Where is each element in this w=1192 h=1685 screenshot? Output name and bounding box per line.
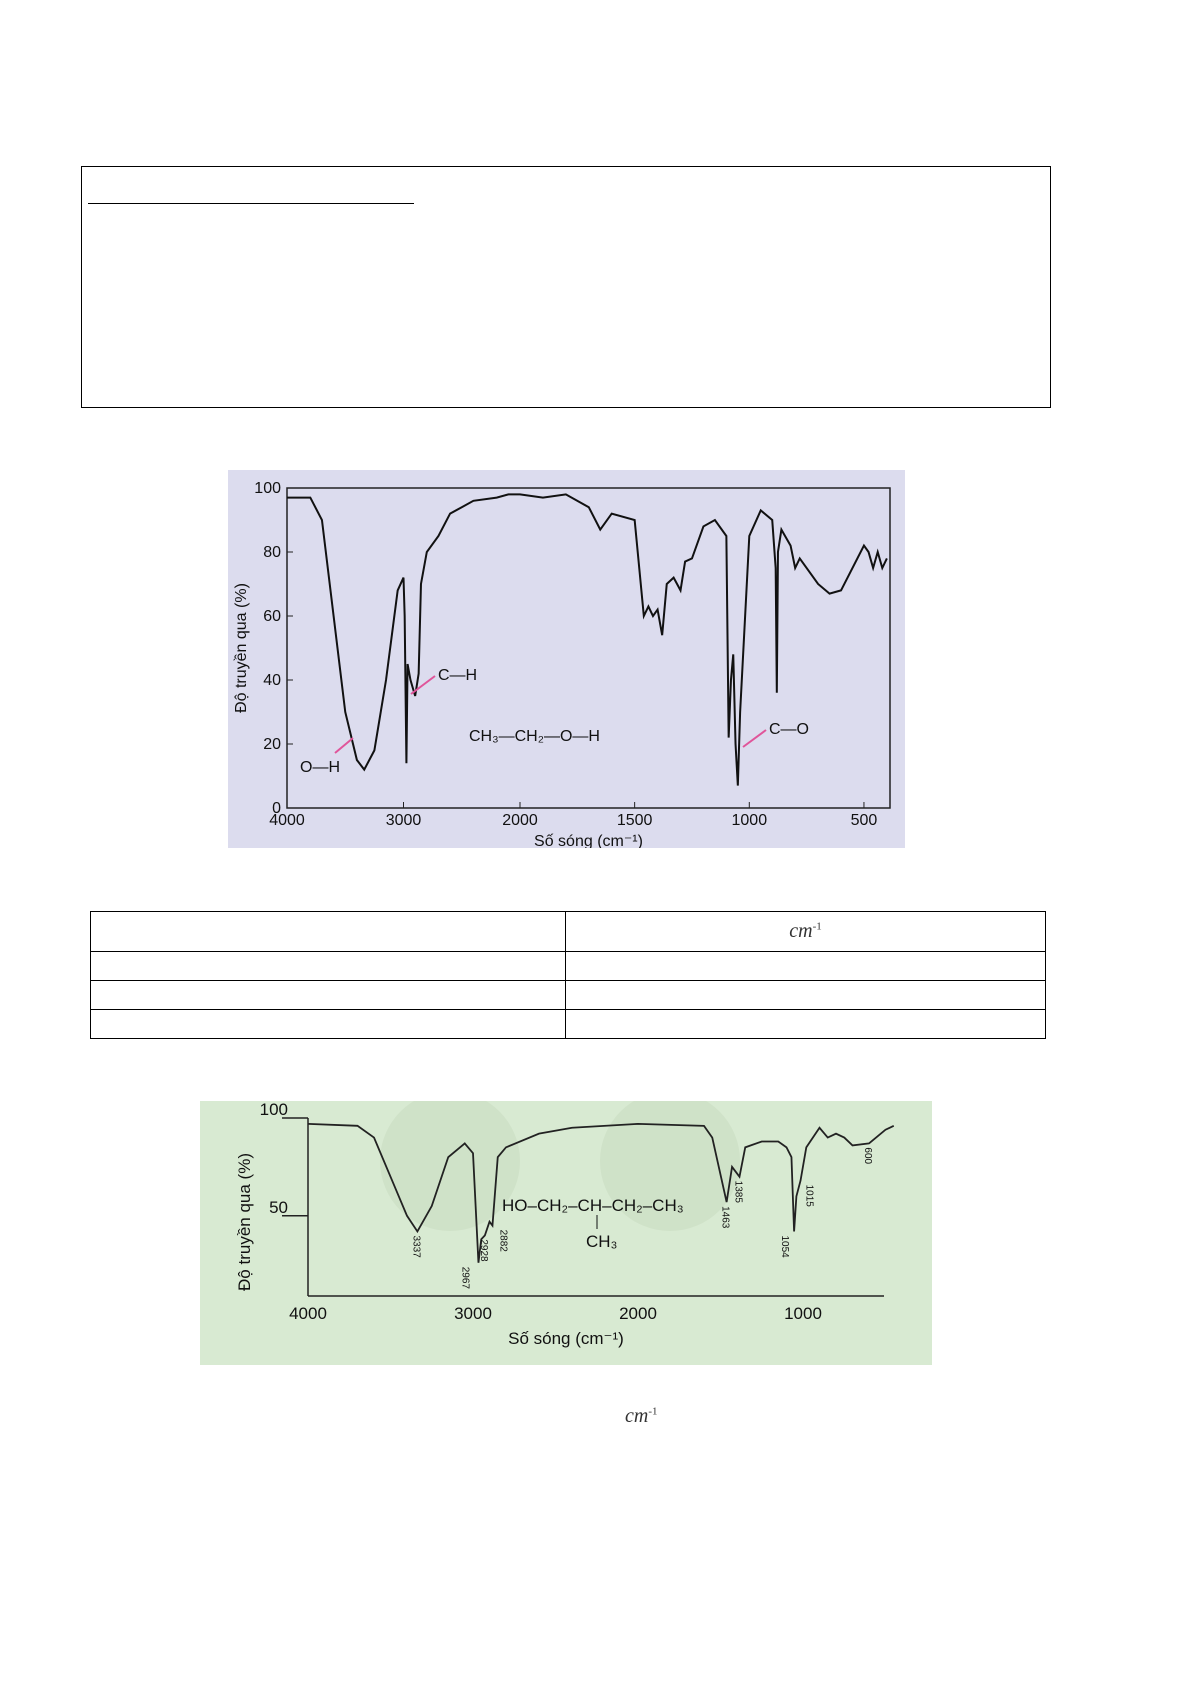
x-tick-label: 2000 — [619, 1304, 657, 1323]
table-header-row: cm-1 — [90, 911, 1046, 952]
watermark-logo — [380, 1101, 520, 1231]
y-axis-label: Độ truyền qua (%) — [233, 583, 250, 713]
table-cell — [90, 980, 566, 1010]
chart-background — [228, 470, 905, 848]
table-row — [90, 980, 1046, 1010]
plot-frame — [286, 487, 891, 809]
x-tick-label: 4000 — [269, 812, 305, 829]
unit-exp: -1 — [812, 920, 822, 933]
ir-spectrum-2-methylbutan-1-ol: 50 100 4000 3000 2000 1000 Số sóng (cm⁻¹) Độ tr… — [200, 1101, 932, 1365]
x-tick-label: 1000 — [784, 1304, 822, 1323]
peak-label: 2882 — [497, 1230, 508, 1253]
y-tick-label: 20 — [263, 736, 281, 753]
annotation-leader — [334, 737, 354, 754]
x-axis-label: Số sóng (cm⁻¹) — [534, 833, 643, 848]
unit-base: cm — [625, 1405, 649, 1427]
y-tick-label: 40 — [263, 672, 281, 689]
underline-blank — [88, 203, 414, 204]
annotation-leader — [742, 729, 767, 748]
data-table: cm-1 — [90, 911, 1046, 1039]
y-axis-label: Độ truyền qua (%) — [235, 1153, 254, 1291]
y-tick-label: 100 — [254, 480, 281, 497]
x-tick-label: 4000 — [289, 1304, 327, 1323]
unit-base: cm — [789, 920, 813, 942]
watermark-logo — [600, 1101, 740, 1231]
footer-unit: cm-1 — [625, 1405, 658, 1428]
table-row — [90, 1009, 1046, 1039]
y-tick-label: 100 — [260, 1101, 288, 1119]
peak-label: 1463 — [720, 1206, 731, 1229]
table-cell: cm-1 — [565, 911, 1046, 952]
table-cell — [565, 1009, 1046, 1039]
x-tick-label: 3000 — [386, 812, 422, 829]
table-cell — [565, 951, 1046, 981]
annotation-oh: O—H — [300, 759, 340, 776]
ir-spectrum-ethanol: 0 20 40 60 80 100 4000 3000 2000 1500 1000 500 Số só… — [228, 470, 905, 848]
annotation-leader — [410, 675, 436, 695]
annotation-co: C—O — [769, 721, 809, 738]
x-tick-label: 2000 — [502, 812, 538, 829]
peak-label: 2928 — [478, 1239, 489, 1262]
table-cell — [90, 1009, 566, 1039]
peak-label: 3337 — [410, 1235, 421, 1258]
annotation-ch: C—H — [438, 667, 477, 684]
y-tick-label: 60 — [263, 608, 281, 625]
peak-label: 1054 — [779, 1235, 790, 1258]
table-cell — [565, 980, 1046, 1010]
x-tick-label: 3000 — [454, 1304, 492, 1323]
x-axis-label: Số sóng (cm⁻¹) — [508, 1329, 624, 1348]
peak-label: 2967 — [459, 1267, 470, 1290]
formula-label: CH₃—CH₂—O—H — [469, 728, 600, 745]
unit-cm-inverse: cm-1 — [789, 920, 822, 942]
peak-label: 1385 — [732, 1181, 743, 1204]
spectrum-line — [307, 1122, 895, 1263]
table-row — [90, 951, 1046, 981]
y-tick-label: 0 — [272, 800, 281, 817]
answer-box — [81, 166, 1051, 408]
x-tick-label: 1500 — [617, 812, 653, 829]
y-tick-label: 80 — [263, 544, 281, 561]
unit-exp: -1 — [648, 1405, 658, 1418]
x-tick-label: 500 — [851, 812, 878, 829]
table-cell — [90, 951, 566, 981]
peak-label: 1015 — [804, 1185, 815, 1208]
y-tick-label: 50 — [269, 1198, 288, 1217]
x-tick-label: 1000 — [732, 812, 768, 829]
table-cell — [90, 911, 566, 952]
spectrum-line — [287, 493, 888, 786]
formula-main: HO–CH₂–CH–CH₂–CH₃ — [502, 1196, 684, 1215]
formula-branch: CH₃ — [586, 1232, 617, 1251]
chart-background — [200, 1101, 932, 1365]
peak-label: 600 — [862, 1147, 873, 1164]
